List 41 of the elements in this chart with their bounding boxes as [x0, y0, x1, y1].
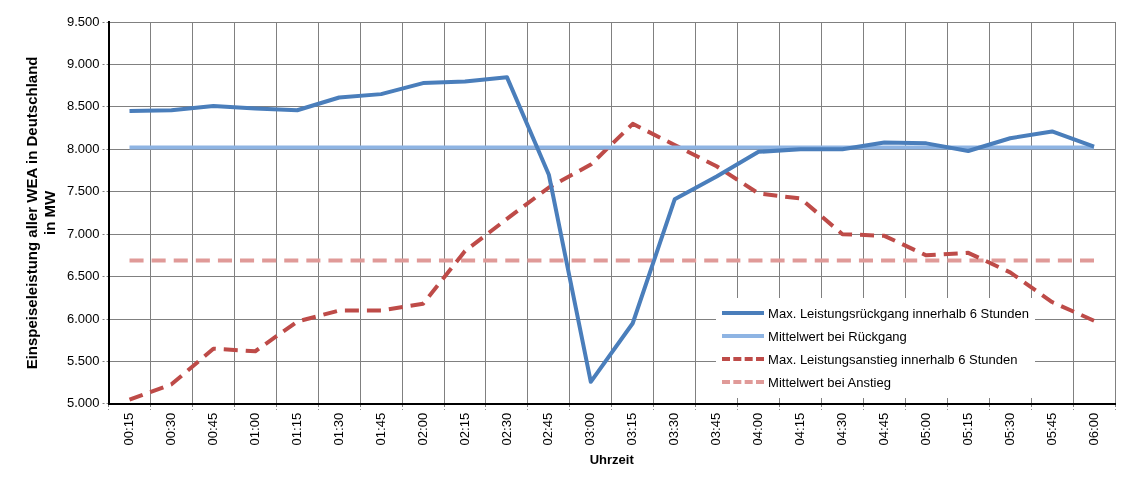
y-axis-title: Einspeiseleistung aller WEA in Deutschland in MW	[23, 56, 59, 370]
y-tick-label: 9.000	[66, 56, 100, 72]
x-axis-title: Uhrzeit	[589, 451, 635, 467]
x-tick-label: 05:00	[917, 412, 933, 446]
x-tick-label: 03:15	[624, 412, 640, 446]
x-tick-label: 00:30	[163, 412, 179, 446]
legend-label: Mittelwert bei Anstieg	[768, 374, 891, 390]
x-tick-label: 02:00	[414, 412, 430, 446]
x-tick-label: 01:00	[246, 412, 262, 446]
y-tick-label: 8.500	[66, 98, 100, 114]
x-tick-label: 02:45	[540, 412, 556, 446]
y-tick-label: 5.000	[66, 395, 100, 411]
x-tick-label: 02:30	[498, 412, 514, 446]
x-tick-label: 04:15	[792, 412, 808, 446]
y-tick-label: 6.500	[66, 268, 100, 284]
legend-label: Max. Leistungsanstieg innerhalb 6 Stunden	[768, 351, 1018, 367]
legend-label: Mittelwert bei Rückgang	[768, 328, 907, 344]
y-tick-label: 7.500	[66, 183, 100, 199]
x-tick-label: 04:00	[750, 412, 766, 446]
x-tick-label: 00:45	[204, 412, 220, 446]
x-tick-label: 01:30	[330, 412, 346, 446]
y-tick-label: 8.000	[66, 140, 100, 156]
line-series	[127, 121, 1097, 402]
x-tick-label: 00:15	[121, 412, 137, 446]
legend-label: Max. Leistungsrückgang innerhalb 6 Stunden	[768, 305, 1029, 321]
y-tick-label: 9.500	[66, 13, 100, 29]
x-tick-label: 03:45	[708, 412, 724, 446]
x-tick-label: 05:45	[1043, 412, 1059, 446]
x-tick-label: 05:30	[1001, 412, 1017, 446]
x-tick-label: 03:30	[666, 412, 682, 446]
x-tick-label: 04:30	[833, 412, 849, 446]
x-tick-label: 04:45	[875, 412, 891, 446]
y-tick-label: 6.000	[66, 310, 100, 326]
y-tick-label: 7.000	[66, 225, 100, 241]
x-tick-label: 01:15	[288, 412, 304, 446]
x-tick-label: 06:00	[1085, 412, 1101, 446]
x-tick-label: 05:15	[959, 412, 975, 446]
x-tick-label: 01:45	[372, 412, 388, 446]
x-tick-label: 03:00	[582, 412, 598, 446]
y-tick-label: 5.500	[66, 353, 100, 369]
x-tick-label: 02:15	[456, 412, 472, 446]
